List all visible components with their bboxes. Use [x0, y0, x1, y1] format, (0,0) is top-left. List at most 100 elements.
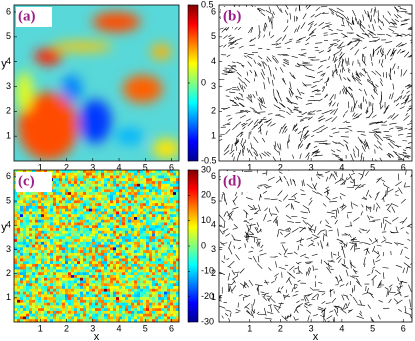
cell — [29, 242, 32, 245]
cell — [92, 187, 95, 190]
cell — [95, 203, 98, 206]
arrow — [286, 290, 287, 293]
arrow — [398, 134, 403, 135]
cell — [101, 173, 104, 176]
arrow — [264, 82, 265, 89]
cell — [74, 256, 77, 259]
cell — [29, 297, 32, 300]
arrow — [386, 136, 392, 137]
cell — [59, 289, 62, 292]
cell — [107, 267, 110, 270]
cell — [134, 286, 137, 289]
cell — [29, 286, 32, 289]
cell — [149, 300, 152, 303]
arrow — [228, 241, 231, 248]
cell — [140, 292, 143, 295]
cell — [143, 220, 146, 223]
cell — [101, 281, 104, 284]
arrow — [261, 245, 263, 248]
cell — [155, 203, 158, 206]
cell — [104, 217, 107, 220]
cell — [173, 294, 176, 297]
cell — [170, 239, 173, 242]
cell — [17, 192, 20, 195]
cell — [47, 192, 50, 195]
arrow — [238, 303, 239, 308]
cell — [65, 247, 68, 250]
cell — [71, 189, 74, 192]
cell — [131, 211, 134, 214]
cell — [89, 300, 92, 303]
cell — [44, 220, 47, 223]
cell — [95, 211, 98, 214]
arrow — [375, 71, 381, 76]
cell — [116, 256, 119, 259]
cell — [134, 239, 137, 242]
cell — [86, 220, 89, 223]
arrow — [244, 220, 249, 223]
cell — [62, 303, 65, 306]
cell — [92, 294, 95, 297]
cell — [35, 242, 38, 245]
cell — [38, 225, 41, 228]
cell — [98, 217, 101, 220]
cell — [116, 239, 119, 242]
cell — [65, 192, 68, 195]
cell — [161, 247, 164, 250]
cell — [95, 283, 98, 286]
cell — [86, 181, 89, 184]
cell — [167, 223, 170, 226]
cell — [101, 316, 104, 319]
blob — [17, 71, 33, 111]
x-tick-label: 1 — [38, 323, 43, 333]
cell — [107, 269, 110, 272]
cell — [26, 203, 29, 206]
arrow — [347, 214, 348, 218]
cell — [119, 184, 122, 187]
cell — [14, 211, 17, 214]
cell — [23, 195, 26, 198]
cell — [80, 214, 83, 217]
cell — [80, 258, 83, 261]
cell — [98, 278, 101, 281]
cell — [149, 275, 152, 278]
cell — [53, 170, 56, 173]
cell — [143, 170, 146, 173]
cell — [95, 184, 98, 187]
cell — [47, 294, 50, 297]
cell — [29, 200, 32, 203]
arrow — [257, 264, 262, 269]
cell — [152, 231, 155, 234]
cell — [161, 173, 164, 176]
cell — [92, 178, 95, 181]
arrow — [361, 134, 366, 135]
cell — [26, 303, 29, 306]
cell — [98, 206, 101, 209]
cell — [125, 314, 128, 317]
cell — [137, 192, 140, 195]
cell — [62, 278, 65, 281]
cell — [71, 272, 74, 275]
cell — [113, 187, 116, 190]
arrow — [300, 245, 303, 246]
arrow — [406, 136, 412, 137]
cell — [158, 311, 161, 314]
cell — [53, 239, 56, 242]
cell — [65, 195, 68, 198]
cell — [68, 236, 71, 239]
cell — [53, 272, 56, 275]
arrow — [270, 213, 272, 217]
cell — [44, 314, 47, 317]
cell — [110, 247, 113, 250]
cell — [29, 256, 32, 259]
cell — [152, 242, 155, 245]
cell — [80, 289, 83, 292]
cell — [125, 308, 128, 311]
cell — [62, 272, 65, 275]
cell — [80, 256, 83, 259]
arrow — [354, 114, 357, 117]
cell — [149, 253, 152, 256]
cell — [77, 305, 80, 308]
blob — [92, 12, 140, 32]
cell — [89, 176, 92, 179]
